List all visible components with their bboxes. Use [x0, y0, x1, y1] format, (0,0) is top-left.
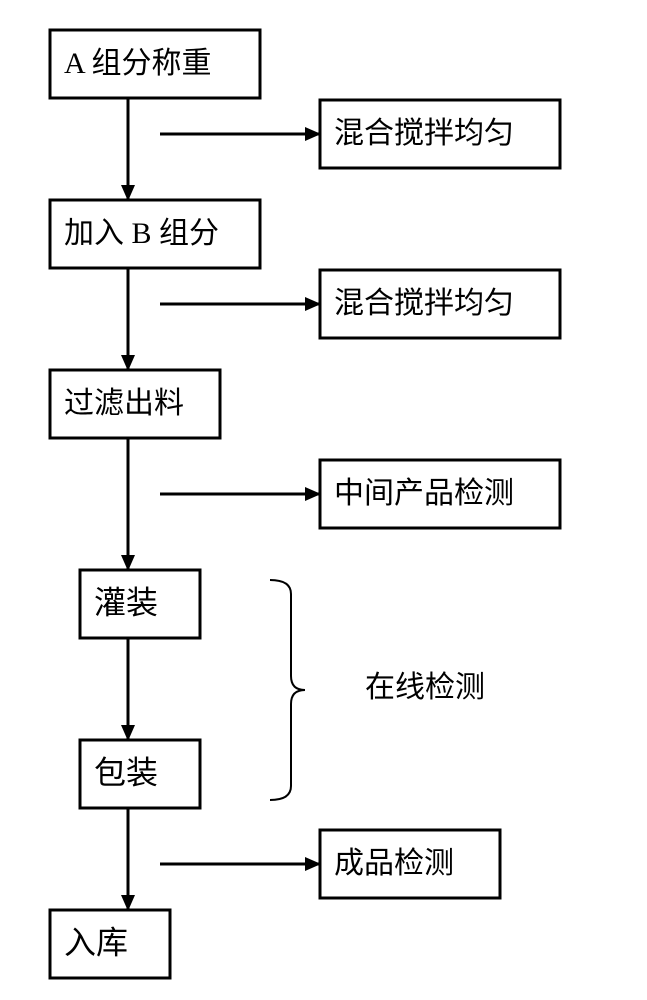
flow-node-label-n5: 包装: [94, 754, 158, 790]
flow-node-label-n4: 灌装: [94, 584, 158, 620]
flow-node-label-s5: 成品检测: [334, 847, 454, 880]
flow-node-label-n3: 过滤出料: [64, 387, 184, 420]
flow-node-label-n1: A 组分称重: [64, 47, 212, 80]
flow-node-label-s2: 混合搅拌均匀: [334, 287, 514, 320]
brace: [270, 580, 305, 800]
flow-node-label-n6: 入库: [64, 924, 128, 960]
flow-node-label-s3: 中间产品检测: [334, 477, 514, 510]
flow-node-label-n2: 加入 B 组分: [64, 217, 219, 250]
brace-label: 在线检测: [365, 671, 485, 704]
flow-node-label-s1: 混合搅拌均匀: [334, 117, 514, 150]
